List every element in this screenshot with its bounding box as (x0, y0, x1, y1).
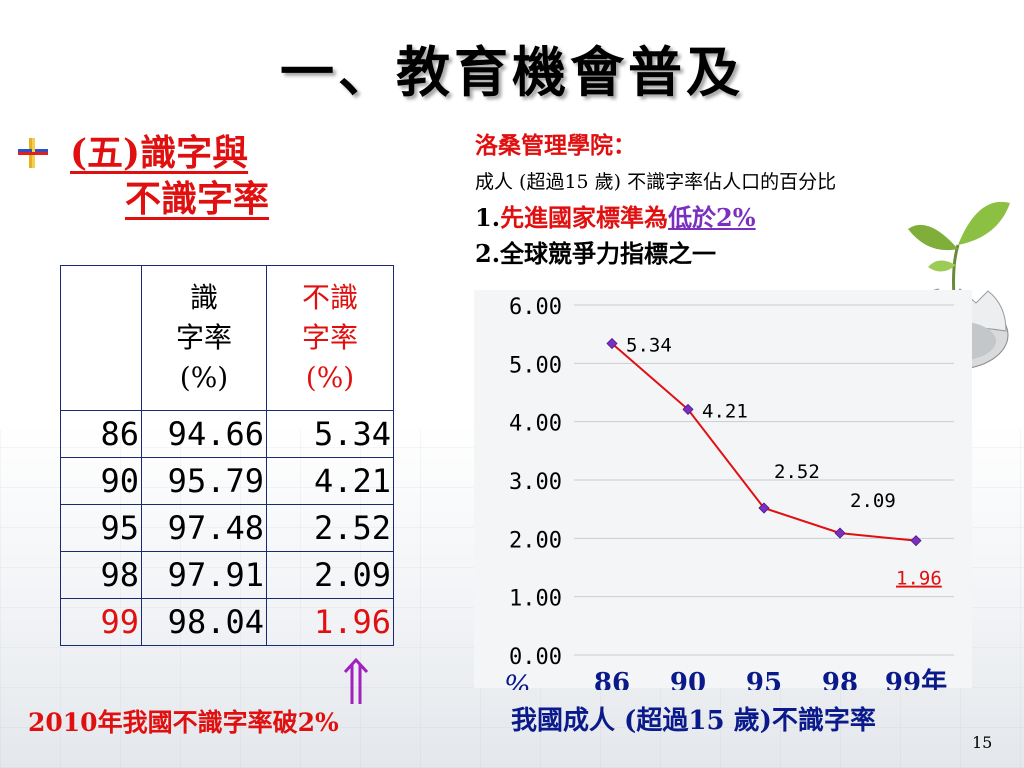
table-cell-illiteracy: 2.09 (266, 551, 394, 599)
table-row: 95 97.48 2.52 (60, 504, 394, 552)
x-tick-label: 98 (822, 668, 858, 690)
section-heading: (五)識字與 不識字率 (70, 130, 269, 222)
table-cell-illiteracy: 5.34 (266, 410, 394, 458)
table-header-row: 識 字率 (%) 不識 字率 (%) (60, 265, 394, 411)
literacy-table: 識 字率 (%) 不識 字率 (%) 86 94.66 5.34 90 95.79 4.2… (60, 265, 394, 646)
y-unit-label: % (504, 669, 531, 690)
chart-xlabel: 我國成人 (超過15 歲)不識字率 (511, 706, 876, 736)
y-tick-label: 3.00 (509, 470, 562, 495)
table-cell-year: 86 (60, 410, 142, 458)
x-tick-label: 90 (670, 668, 706, 690)
bullet-icon (18, 138, 48, 168)
info-description: 成人 (超過15 歲) 不識字率佔人口的百分比 (475, 171, 837, 193)
table-cell-literacy: 98.04 (141, 598, 267, 646)
x-tick-label: 99年 (885, 667, 947, 690)
table-header-illiteracy: 不識 字率 (%) (266, 265, 394, 411)
info-point1-emphasis: 低於2% (668, 203, 756, 232)
y-tick-label: 6.00 (509, 295, 562, 320)
table-cell-literacy: 97.48 (141, 504, 267, 552)
table-row: 98 97.91 2.09 (60, 551, 394, 599)
table-cell-literacy: 97.91 (141, 551, 267, 599)
section-heading-line1: (五)識字與 (70, 132, 249, 174)
y-tick-label: 2.00 (509, 528, 562, 553)
data-label: 4.21 (702, 400, 748, 422)
data-label: 1.96 (896, 568, 942, 590)
up-arrow-icon (343, 658, 369, 704)
table-cell-year: 98 (60, 551, 142, 599)
section-heading-line2: 不識字率 (125, 178, 270, 220)
y-tick-label: 4.00 (509, 412, 562, 437)
table-cell-year: 90 (60, 457, 142, 505)
table-cell-literacy: 94.66 (141, 410, 267, 458)
data-label: 5.34 (626, 335, 672, 357)
info-point1-text: 先進國家標準為 (500, 203, 669, 232)
info-point1: 1.先進國家標準為低於2% (475, 200, 836, 236)
x-tick-label: 95 (746, 668, 782, 690)
data-label: 2.09 (850, 490, 896, 512)
table-cell-illiteracy: 2.52 (266, 504, 394, 552)
y-tick-label: 1.00 (509, 587, 562, 612)
info-org: 洛桑管理學院： (475, 132, 636, 159)
chart-background (474, 290, 972, 688)
table-cell-illiteracy: 1.96 (266, 598, 394, 646)
slide-title: 一、教育機會普及 (280, 40, 744, 104)
table-cell-year: 99 (60, 598, 142, 646)
y-tick-label: 0.00 (509, 645, 562, 670)
table-cell-literacy: 95.79 (141, 457, 267, 505)
table-row: 99 98.04 1.96 (60, 598, 394, 646)
table-cell-illiteracy: 4.21 (266, 457, 394, 505)
info-point2: 2.全球競爭力指標之一 (475, 239, 717, 268)
table-row: 90 95.79 4.21 (60, 457, 394, 505)
page-number: 15 (972, 733, 993, 752)
data-point (606, 337, 618, 350)
data-point (758, 502, 770, 514)
data-label: 2.52 (774, 461, 820, 483)
info-point1-prefix: 1. (475, 203, 501, 232)
table-row: 86 94.66 5.34 (60, 410, 394, 458)
info-block: 洛桑管理學院： 成人 (超過15 歲) 不識字率佔人口的百分比 1.先進國家標準… (475, 128, 836, 272)
data-point (682, 403, 694, 415)
line-chart: 0.00 1.00 2.00 3.00 4.00 5.00 6.00 86 90 95 98 99年%… (504, 295, 954, 690)
data-point (834, 527, 846, 539)
x-tick-label: 86 (594, 668, 630, 690)
data-point (910, 535, 922, 547)
table-header-year (60, 265, 142, 411)
table-cell-year: 95 (60, 504, 142, 552)
table-header-literacy: 識 字率 (%) (141, 265, 267, 411)
note-text: 2010年我國不識字率破2% (28, 708, 339, 737)
y-tick-label: 5.00 (509, 353, 562, 378)
